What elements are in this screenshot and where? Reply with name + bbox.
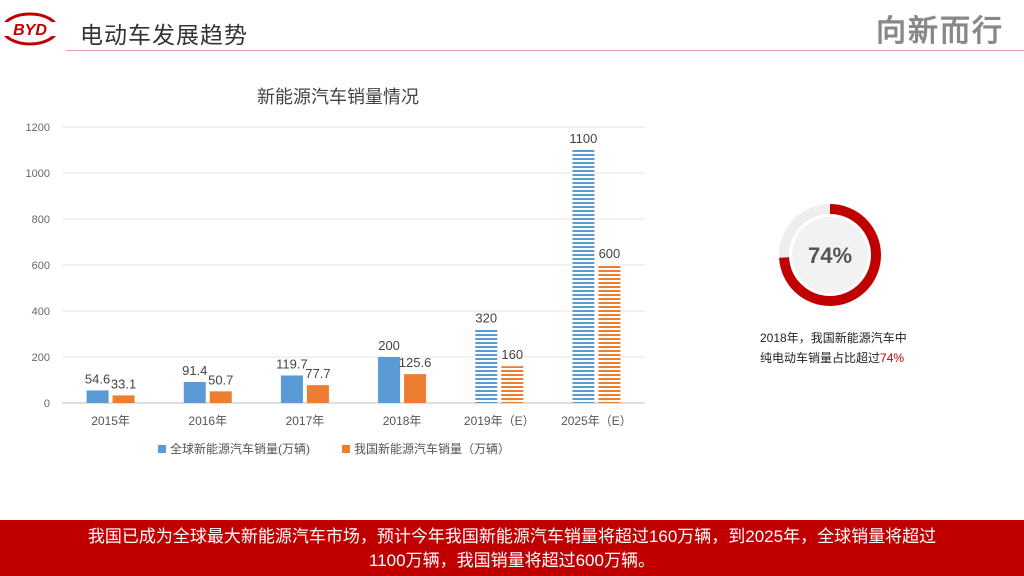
donut-center [792,217,868,293]
y-tick-label: 400 [32,306,50,318]
y-tick-label: 800 [32,214,50,226]
legend-swatch [158,445,166,453]
bar [86,390,109,403]
bar [572,150,595,403]
y-tick-label: 600 [32,260,50,272]
banner-line-2: 1100万辆，我国销量将超过600万辆。 [369,551,655,570]
x-tick-label: 2016年 [188,414,227,428]
x-tick-label: 2015年 [91,414,130,428]
slogan: 向新而行 [876,14,1004,49]
caption-highlight: 74% [880,351,905,365]
data-label: 54.6 [85,371,110,386]
data-label: 91.4 [182,363,207,378]
banner-line-1: 我国已成为全球最大新能源汽车市场，预计今年我国新能源汽车销量将超过160万辆，到… [87,527,937,546]
y-tick-label: 1000 [26,168,50,180]
data-label: 50.7 [208,372,233,387]
caption-line-2-text: 纯电动车销量占比超过 [760,351,881,365]
legend-swatch [342,445,350,453]
caption-line-2: 纯电动车销量占比超过74% [760,348,907,368]
caption-line-1: 2018年，我国新能源汽车中 [760,331,907,345]
data-label: 77.7 [305,366,330,381]
page-title: 电动车发展趋势 [80,22,248,48]
logo-text: BYD [13,22,47,39]
y-tick-label: 1200 [26,122,50,134]
legend-label: 全球新能源汽车销量(万辆) [170,441,310,456]
bar [475,329,498,403]
bar [112,395,135,403]
data-label: 1100 [569,131,597,146]
x-tick-label: 2017年 [286,414,325,428]
data-label: 119.7 [276,356,308,371]
bar [378,357,401,403]
bar [209,391,232,403]
data-label: 160 [501,347,523,362]
byd-logo: BYD [0,12,60,46]
stat-caption: 2018年，我国新能源汽车中 纯电动车销量占比超过74% [760,328,907,368]
x-tick-label: 2025年（E） [561,414,632,428]
legend-label: 我国新能源汽车销量（万辆） [354,441,510,456]
bar [183,381,206,403]
data-label: 600 [599,246,621,261]
header-divider [66,50,1024,51]
bar [598,265,621,403]
bar [306,385,329,403]
bar [404,374,427,403]
chart-title: 新能源汽车销量情况 [257,87,419,107]
data-label: 125.6 [399,355,432,370]
sales-chart: 新能源汽车销量情况 0 200 400 600 800 1000 1200 2015年 54.… [26,87,645,456]
data-label: 33.1 [111,376,136,391]
y-tick-label: 0 [44,398,50,410]
data-label: 200 [378,338,400,353]
x-tick-label: 2018年 [383,414,422,428]
percent-donut: 74% [779,204,881,306]
slide-header: BYD 电动车发展趋势 向新而行 [0,0,1024,60]
bar [280,375,303,403]
summary-banner: 我国已成为全球最大新能源汽车市场，预计今年我国新能源汽车销量将超过160万辆，到… [0,520,1024,576]
donut-arc [779,204,881,306]
donut-percent-label: 74% [808,243,852,268]
bar [501,366,524,403]
x-tick-label: 2019年（E） [464,414,535,428]
data-label: 320 [475,310,497,325]
y-tick-label: 200 [32,352,50,364]
